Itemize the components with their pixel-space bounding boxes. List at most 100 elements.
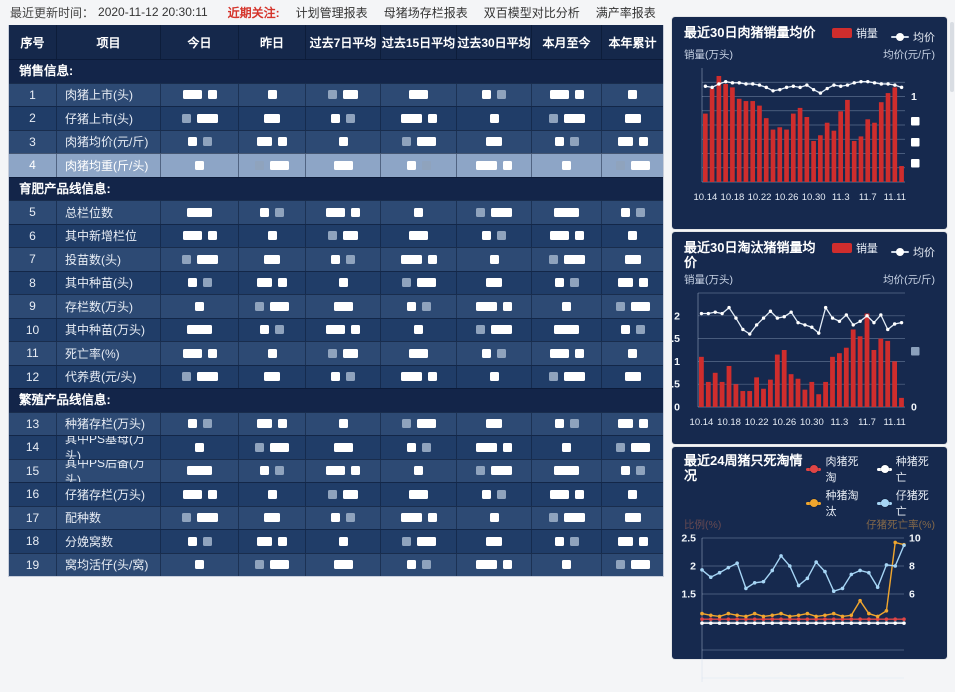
redacted-value (257, 278, 272, 288)
value-cell (161, 342, 239, 365)
bar-swatch-icon (831, 243, 852, 253)
legend-item-breeder-cull[interactable]: 种猪淘汰 (806, 487, 864, 519)
table-row[interactable]: 13 种猪存栏(万头) (9, 411, 663, 435)
legend-item-sales[interactable]: 销量 (831, 25, 878, 41)
redacted-value (406, 301, 416, 311)
table-row[interactable]: 1 肉猪上市(头) (9, 82, 663, 106)
redacted-value (401, 278, 411, 288)
table-row[interactable]: 9 存栏数(万头) (9, 294, 663, 318)
legend-item-pig-death-cull[interactable]: 肉猪死淘 (806, 453, 864, 485)
link-capacity-report[interactable]: 满产率报表 (595, 5, 656, 20)
link-plan-report[interactable]: 计划管理报表 (295, 5, 368, 20)
redacted-value (491, 207, 512, 217)
table-row[interactable]: 14 其中PS基母(万头) (9, 435, 663, 459)
redacted-value (400, 254, 422, 264)
value-cell (532, 130, 602, 153)
table-row[interactable]: 8 其中种苗(头) (9, 270, 663, 294)
redacted-value (257, 419, 272, 429)
value-cell (161, 553, 239, 576)
scrollbar-thumb[interactable] (950, 22, 954, 92)
redacted-value (548, 254, 558, 264)
row-index: 6 (9, 224, 57, 247)
redacted-value (207, 348, 217, 358)
redacted-value (343, 489, 358, 499)
value-cell (602, 248, 663, 271)
svg-text:10.26: 10.26 (775, 192, 799, 203)
value-cell (306, 154, 381, 177)
redacted-value (267, 489, 277, 499)
redacted-value (628, 90, 637, 100)
value-cell (381, 201, 457, 224)
redacted-value (486, 419, 502, 429)
redacted-value (264, 113, 280, 123)
redacted-value (563, 113, 585, 123)
table-row[interactable]: 5 总栏位数 (9, 200, 663, 224)
value-cell (381, 459, 457, 482)
value-cell (381, 553, 457, 576)
value-cell (602, 154, 663, 177)
redacted-value (630, 301, 650, 311)
col-header-month-to-date: 本月至今 (532, 25, 602, 59)
report-table-body: 销售信息: 1 肉猪上市(头) 2 仔猪上市(头) 3 肉猪均价(元/斤) 4 肉猪均重(斤/头… (9, 59, 663, 576)
value-cell (457, 248, 532, 271)
link-sow-farm-report[interactable]: 母猪场存栏报表 (383, 5, 468, 20)
redacted-value (278, 278, 287, 288)
row-item-label: 其中PS后备(万头) (57, 459, 161, 482)
row-item-label: 投苗数(头) (57, 248, 161, 271)
redacted-value (489, 513, 499, 523)
redacted-value (503, 301, 512, 311)
value-cell (457, 553, 532, 576)
redacted-value (489, 113, 499, 123)
redacted-value (617, 419, 633, 429)
redacted-value (264, 372, 280, 382)
legend-item-piglet-death[interactable]: 仔猪死亡 (876, 487, 935, 519)
row-index: 11 (9, 342, 57, 365)
legend-item-avg-price[interactable]: 均价 (891, 244, 935, 260)
table-row[interactable]: 18 分娩窝数 (9, 529, 663, 553)
redacted-value (275, 207, 284, 217)
legend-item-breeder-death[interactable]: 种猪死亡 (876, 453, 935, 485)
value-cell (306, 271, 381, 294)
value-cell (532, 506, 602, 529)
value-cell (532, 107, 602, 130)
redacted-value (260, 466, 269, 476)
value-cell (239, 506, 306, 529)
value-cell (306, 436, 381, 459)
value-cell (306, 107, 381, 130)
svg-text:10.14: 10.14 (693, 192, 717, 203)
table-row[interactable]: 17 配种数 (9, 505, 663, 529)
value-cell (161, 130, 239, 153)
table-row[interactable]: 19 窝均活仔(头/窝) (9, 552, 663, 577)
table-row[interactable]: 15 其中PS后备(万头) (9, 458, 663, 482)
table-row[interactable]: 11 死亡率(%) (9, 341, 663, 365)
row-index: 15 (9, 459, 57, 482)
redacted-value (278, 137, 287, 147)
redacted-value (414, 466, 423, 476)
redacted-value (409, 231, 428, 241)
table-row[interactable]: 3 肉猪均价(元/斤) (9, 129, 663, 153)
legend-item-avg-price[interactable]: 均价 (891, 29, 935, 45)
redacted-value (624, 513, 641, 523)
value-cell (161, 295, 239, 318)
table-row[interactable]: 6 其中新增栏位 (9, 223, 663, 247)
table-row[interactable]: 2 仔猪上市(头) (9, 106, 663, 130)
link-model-compare[interactable]: 双百模型对比分析 (483, 5, 580, 20)
value-cell (602, 554, 663, 577)
value-cell (381, 506, 457, 529)
value-cell (457, 318, 532, 341)
table-row[interactable]: 10 其中种苗(万头) (9, 317, 663, 341)
value-cell (161, 506, 239, 529)
value-cell (239, 553, 306, 576)
redacted-value (562, 442, 571, 452)
redacted-value (554, 137, 564, 147)
redacted-value (264, 254, 280, 264)
legend-item-sales[interactable]: 销量 (831, 240, 878, 256)
redacted-value (554, 278, 564, 288)
table-row[interactable]: 12 代养费(元/头) (9, 364, 663, 388)
redacted-value (406, 560, 416, 570)
table-row[interactable]: 7 投苗数(头) (9, 247, 663, 271)
value-cell (239, 365, 306, 388)
table-row[interactable]: 4 肉猪均重(斤/头) (9, 153, 663, 177)
table-row[interactable]: 16 仔猪存栏(万头) (9, 482, 663, 506)
redacted-value (554, 207, 579, 217)
